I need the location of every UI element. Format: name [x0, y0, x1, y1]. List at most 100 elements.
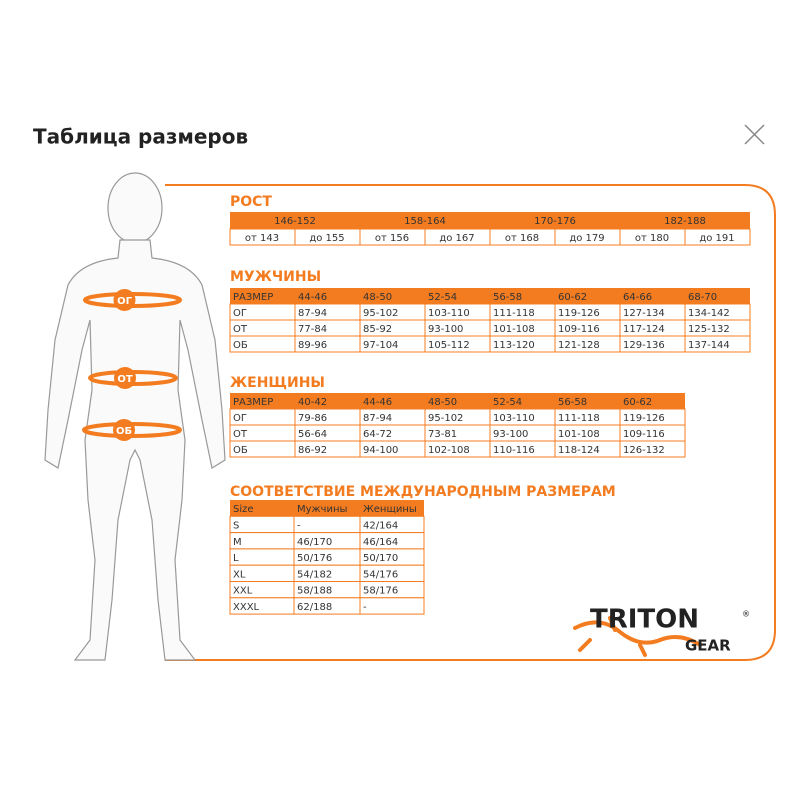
cell-text: 46/170	[297, 537, 332, 548]
cell-text: M	[233, 537, 242, 548]
header-text: 52-54	[428, 292, 457, 303]
header-text: 40-42	[298, 397, 327, 408]
header-cell	[360, 500, 424, 517]
logo-name: TRITON	[590, 605, 699, 635]
cell-text: 87-94	[298, 308, 327, 319]
cell-text: 113-120	[493, 340, 535, 351]
header-text: РАЗМЕР	[233, 397, 273, 408]
cell-text: 56-64	[298, 429, 327, 440]
cell-text: -	[363, 602, 367, 613]
header-cell	[295, 393, 360, 409]
header-cell	[230, 393, 295, 409]
cell-text: 95-102	[428, 413, 463, 424]
cell-text: 129-136	[623, 340, 665, 351]
cell-text: 85-92	[363, 324, 392, 335]
cell-text: 125-132	[688, 324, 730, 335]
cell	[619, 440, 686, 458]
cell-text: 93-100	[428, 324, 463, 335]
header-cell	[230, 212, 360, 229]
cell-text: ОГ	[233, 308, 247, 319]
cell-text: XXXL	[233, 602, 260, 613]
close-button[interactable]	[744, 124, 765, 145]
cell-text: 54/182	[297, 569, 332, 580]
header-text: 64-66	[623, 292, 652, 303]
cell	[359, 597, 425, 615]
table-title: СООТВЕТСТВИЕ МЕЖДУНАРОДНЫМ РАЗМЕРАМ	[230, 484, 616, 500]
cell-text: ОТ	[233, 429, 248, 440]
cell-text: 46/164	[363, 537, 398, 548]
cell-text: 117-124	[623, 324, 665, 335]
cell-text: 121-128	[558, 340, 600, 351]
logo-sub: GEAR	[685, 637, 731, 655]
header-text: Size	[233, 504, 254, 515]
header-text: 52-54	[493, 397, 522, 408]
header-cell	[620, 393, 685, 409]
table-title: МУЖЧИНЫ	[230, 269, 321, 285]
cell-text: 127-134	[623, 308, 665, 319]
cell-text: до 167	[439, 233, 474, 244]
cell-text: -	[297, 520, 301, 531]
table-title: ЖЕНЩИНЫ	[230, 375, 325, 391]
header-cell	[360, 393, 425, 409]
cell-text: ОГ	[233, 413, 247, 424]
frame	[165, 184, 776, 661]
cell	[229, 548, 295, 566]
measure-label: ОГ	[117, 296, 133, 307]
cell	[229, 515, 295, 534]
cell-text: до 179	[569, 233, 604, 244]
header-text: 44-46	[363, 397, 392, 408]
cell-text: 103-110	[493, 413, 535, 424]
logo: TRITON ® GEAR	[573, 605, 750, 657]
cell-text: 97-104	[363, 340, 398, 351]
header-cell	[360, 212, 490, 229]
cell-text: ОБ	[233, 340, 248, 351]
cell-text: 42/164	[363, 520, 398, 531]
header-cell	[294, 500, 360, 517]
cell-text: 94-100	[363, 445, 398, 456]
cell-text: 58/176	[363, 586, 398, 597]
cell-text: 87-94	[363, 413, 392, 424]
cell-text: 119-126	[558, 308, 600, 319]
cell-text: ОБ	[233, 445, 248, 456]
cell-text: от 180	[635, 233, 669, 244]
header-text: 60-62	[623, 397, 652, 408]
header-cell	[555, 393, 620, 409]
cell-text: XXL	[233, 586, 253, 597]
cell-text: 86-92	[298, 445, 327, 456]
cell-text: 50/170	[363, 553, 398, 564]
cell	[684, 335, 751, 353]
body-figure	[44, 172, 226, 661]
cell-text: L	[233, 553, 239, 564]
cell	[684, 228, 751, 246]
header-text: 48-50	[363, 292, 392, 303]
header-cell	[230, 500, 294, 517]
cell-text: 77-84	[298, 324, 327, 335]
cell-text: 79-86	[298, 413, 327, 424]
cell-text: от 143	[245, 233, 279, 244]
cell-text: S	[233, 520, 239, 531]
header-text: 68-70	[688, 292, 717, 303]
header-cell	[490, 393, 555, 409]
header-text: 158-164	[404, 216, 446, 227]
header-cell	[425, 393, 490, 409]
cell-text: 134-142	[688, 308, 730, 319]
header-cell	[555, 288, 620, 304]
header-cell	[685, 288, 750, 304]
header-cell	[490, 212, 620, 229]
measure-label: ОТ	[117, 374, 133, 385]
cell-text: 95-102	[363, 308, 398, 319]
cell-text: 111-118	[493, 308, 535, 319]
cell-text: 103-110	[428, 308, 470, 319]
logo-mark: ®	[742, 610, 750, 619]
header-cell	[295, 288, 360, 304]
cell-text: 110-116	[493, 445, 535, 456]
lizard	[573, 616, 702, 657]
header-text: Мужчины	[297, 504, 347, 515]
header-cell	[620, 212, 750, 229]
header-text: 146-152	[274, 216, 316, 227]
cell	[293, 515, 361, 534]
close-icon[interactable]	[744, 124, 765, 145]
header-cell	[425, 288, 490, 304]
table-title: РОСТ	[230, 194, 272, 210]
